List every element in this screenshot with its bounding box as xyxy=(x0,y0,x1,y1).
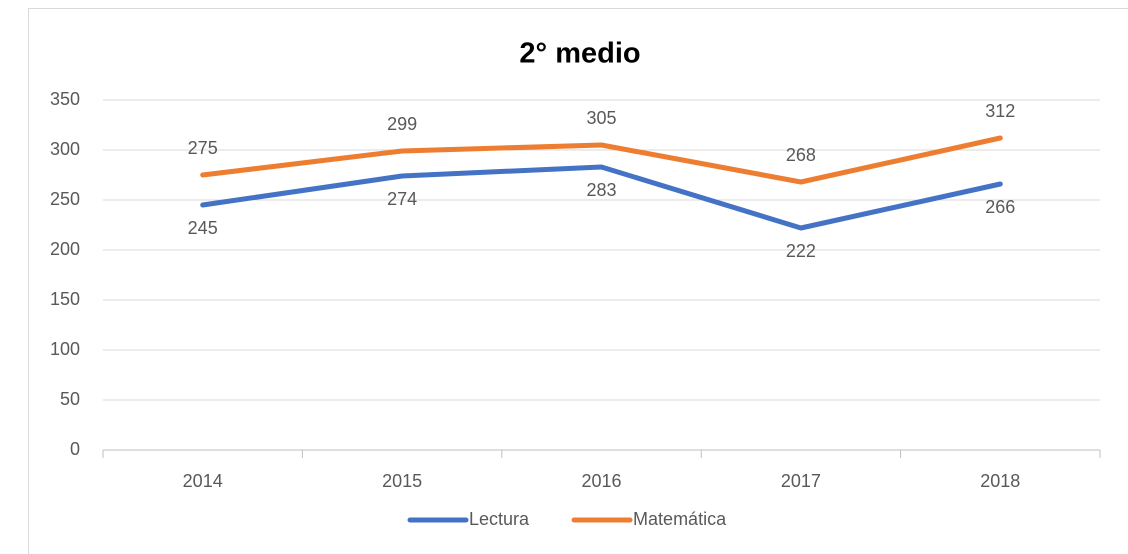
data-label: 222 xyxy=(786,241,816,261)
series-line xyxy=(200,164,1003,231)
legend-label: Matemática xyxy=(633,509,727,529)
y-tick-label: 300 xyxy=(50,139,80,159)
y-tick-label: 350 xyxy=(50,89,80,109)
legend-label: Lectura xyxy=(469,509,530,529)
data-label: 245 xyxy=(188,218,218,238)
chart-frame xyxy=(28,8,1128,554)
series-line xyxy=(200,135,1003,185)
y-tick-label: 0 xyxy=(70,439,80,459)
data-label: 299 xyxy=(387,114,417,134)
data-label: 268 xyxy=(786,145,816,165)
data-label: 283 xyxy=(586,180,616,200)
data-label: 305 xyxy=(586,108,616,128)
x-tick-label: 2014 xyxy=(183,471,223,491)
x-tick-label: 2017 xyxy=(781,471,821,491)
x-tick-label: 2015 xyxy=(382,471,422,491)
data-label: 275 xyxy=(188,138,218,158)
x-tick-label: 2018 xyxy=(980,471,1020,491)
data-label: 312 xyxy=(985,101,1015,121)
chart-title: 2° medio xyxy=(519,38,640,70)
data-label: 266 xyxy=(985,197,1015,217)
y-tick-label: 250 xyxy=(50,189,80,209)
x-tick-label: 2016 xyxy=(581,471,621,491)
data-label: 274 xyxy=(387,189,417,209)
y-tick-label: 200 xyxy=(50,239,80,259)
y-tick-label: 50 xyxy=(60,389,80,409)
y-tick-label: 150 xyxy=(50,289,80,309)
y-tick-label: 100 xyxy=(50,339,80,359)
